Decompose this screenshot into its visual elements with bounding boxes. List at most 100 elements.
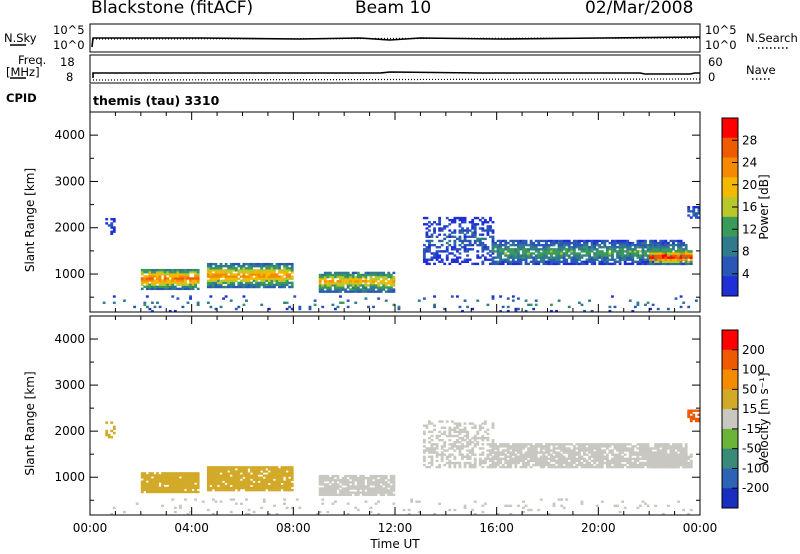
data-cell bbox=[491, 258, 495, 261]
data-cell bbox=[567, 463, 571, 467]
data-cell bbox=[191, 482, 195, 485]
data-cell bbox=[184, 484, 187, 487]
data-cell bbox=[524, 250, 528, 253]
data-cell bbox=[242, 303, 246, 307]
data-cell bbox=[377, 474, 381, 478]
data-cell bbox=[222, 269, 226, 272]
data-cell bbox=[509, 252, 513, 255]
data-cell bbox=[356, 481, 360, 484]
data-cell bbox=[384, 299, 388, 302]
data-cell bbox=[321, 479, 325, 482]
data-cell bbox=[239, 265, 243, 268]
data-cell bbox=[212, 269, 215, 272]
data-cell bbox=[219, 283, 223, 287]
data-cell bbox=[367, 305, 370, 309]
data-cell bbox=[616, 457, 619, 461]
data-cell bbox=[237, 470, 241, 473]
data-cell bbox=[651, 248, 655, 251]
data-cell bbox=[173, 472, 177, 475]
data-cell bbox=[191, 490, 195, 494]
data-cell bbox=[583, 465, 586, 469]
data-cell bbox=[672, 463, 675, 467]
data-cell bbox=[453, 465, 457, 469]
data-cell bbox=[534, 248, 538, 251]
data-cell bbox=[346, 271, 350, 275]
data-cell bbox=[422, 248, 426, 251]
data-cell bbox=[270, 269, 274, 272]
data-cell bbox=[565, 449, 569, 452]
data-cell bbox=[255, 273, 259, 276]
data-cell bbox=[514, 248, 518, 251]
data-cell bbox=[334, 282, 337, 285]
data-cell bbox=[679, 262, 683, 266]
data-cell bbox=[387, 290, 391, 293]
data-cell bbox=[649, 459, 653, 463]
data-cell bbox=[636, 463, 640, 467]
data-cell bbox=[511, 239, 515, 243]
data-cell bbox=[605, 254, 609, 257]
data-cell bbox=[532, 307, 536, 311]
data-cell bbox=[290, 488, 294, 492]
data-cell bbox=[656, 445, 660, 448]
data-cell bbox=[562, 447, 566, 450]
data-cell bbox=[356, 479, 360, 482]
data-cell bbox=[148, 285, 152, 288]
data-cell bbox=[613, 445, 617, 448]
data-cell bbox=[572, 252, 576, 255]
data-cell bbox=[151, 273, 154, 276]
data-cell bbox=[151, 279, 154, 282]
data-cell bbox=[618, 449, 622, 452]
data-cell bbox=[522, 241, 525, 245]
data-cell bbox=[656, 465, 660, 469]
data-cell bbox=[478, 453, 482, 456]
data-cell bbox=[534, 463, 538, 467]
data-cell bbox=[209, 474, 213, 477]
data-cell bbox=[473, 443, 477, 446]
data-cell bbox=[514, 447, 518, 450]
data-cell bbox=[562, 254, 566, 257]
data-cell bbox=[219, 275, 223, 278]
data-cell bbox=[110, 421, 114, 424]
data-cell bbox=[496, 260, 500, 263]
data-cell bbox=[636, 256, 640, 259]
data-cell bbox=[334, 487, 337, 490]
data-cell bbox=[341, 280, 345, 283]
data-cell bbox=[341, 483, 345, 486]
data-cell bbox=[697, 212, 701, 215]
data-cell bbox=[639, 457, 642, 461]
data-cell bbox=[557, 262, 561, 266]
data-cell bbox=[328, 288, 332, 291]
data-cell bbox=[611, 258, 614, 261]
data-cell bbox=[181, 281, 185, 284]
data-cell bbox=[336, 479, 340, 482]
data-cell bbox=[504, 248, 508, 251]
data-cell bbox=[509, 451, 513, 454]
data-cell bbox=[463, 233, 467, 236]
data-cell bbox=[598, 254, 602, 257]
data-cell bbox=[598, 443, 602, 446]
data-cell bbox=[623, 447, 627, 450]
data-cell bbox=[542, 256, 546, 259]
data-cell bbox=[458, 216, 462, 220]
data-cell bbox=[529, 303, 533, 307]
data-cell bbox=[532, 447, 536, 450]
data-cell bbox=[364, 487, 368, 490]
data-cell bbox=[288, 488, 292, 492]
data-cell bbox=[463, 250, 467, 253]
data-cell bbox=[527, 459, 531, 463]
data-cell bbox=[234, 267, 238, 270]
colorbar-tick-label: 24 bbox=[742, 156, 757, 170]
data-cell bbox=[145, 482, 149, 485]
data-cell bbox=[641, 258, 645, 261]
data-cell bbox=[351, 479, 355, 482]
data-cell bbox=[275, 484, 279, 488]
data-cell bbox=[590, 447, 594, 450]
data-cell bbox=[443, 445, 447, 448]
data-cell bbox=[377, 271, 381, 275]
data-cell bbox=[544, 461, 548, 465]
data-cell bbox=[151, 480, 154, 483]
data-cell bbox=[486, 455, 490, 458]
data-cell bbox=[153, 474, 157, 477]
data-cell bbox=[384, 273, 388, 277]
data-cell bbox=[438, 223, 442, 226]
